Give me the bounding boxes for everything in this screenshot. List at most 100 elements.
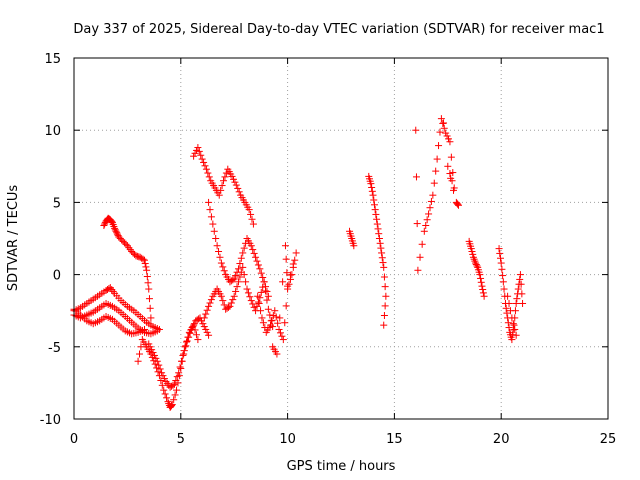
data-point <box>264 305 272 313</box>
data-point <box>229 175 237 183</box>
data-point <box>269 343 277 351</box>
data-point <box>418 240 426 248</box>
data-point <box>477 278 485 286</box>
data-point <box>186 329 194 337</box>
data-point <box>189 323 197 331</box>
axis-ticks: 0 5 10 15 20 25 -10 -5 0 5 10 15 <box>40 52 617 447</box>
data-point <box>505 299 513 307</box>
x-tick-label: 20 <box>493 432 510 447</box>
data-point <box>119 237 127 245</box>
data-point <box>235 188 243 196</box>
data-point <box>113 229 121 237</box>
data-point <box>111 226 119 234</box>
data-point <box>380 321 388 329</box>
data-point <box>512 299 520 307</box>
data-point <box>380 312 388 320</box>
data-point <box>218 182 226 190</box>
data-point <box>245 206 253 214</box>
data-point <box>217 292 225 300</box>
data-point <box>440 119 448 127</box>
data-points <box>70 115 527 411</box>
plot-frame <box>73 57 609 420</box>
data-point <box>139 255 147 263</box>
data-point <box>412 126 420 134</box>
data-point <box>231 178 239 186</box>
data-point <box>255 299 263 307</box>
data-point <box>429 191 437 199</box>
data-point <box>171 391 179 399</box>
data-point <box>427 197 435 205</box>
data-point <box>182 342 190 350</box>
data-point <box>258 314 266 322</box>
data-point <box>375 230 383 238</box>
data-point <box>246 293 254 301</box>
data-point <box>226 302 234 310</box>
data-point <box>472 259 480 267</box>
data-point <box>153 357 161 365</box>
data-point <box>449 169 457 177</box>
data-point <box>230 275 238 283</box>
data-point <box>350 242 358 250</box>
data-point <box>232 287 240 295</box>
data-point <box>112 227 120 235</box>
data-point <box>497 259 505 267</box>
data-point <box>259 283 267 291</box>
data-point <box>190 321 198 329</box>
data-point <box>220 301 228 309</box>
data-point <box>101 220 109 228</box>
data-point <box>279 336 287 344</box>
data-point <box>215 247 223 255</box>
data-point <box>268 316 276 324</box>
data-point <box>454 200 462 208</box>
data-point <box>239 263 247 271</box>
data-point <box>173 373 181 381</box>
data-point <box>272 313 280 321</box>
data-point <box>153 327 161 335</box>
y-tick-label: -5 <box>48 341 61 356</box>
data-point <box>281 319 289 327</box>
data-point <box>249 246 257 254</box>
data-point <box>413 220 421 228</box>
data-point <box>502 304 510 312</box>
data-point <box>199 320 207 328</box>
data-point <box>279 278 287 286</box>
data-point <box>203 328 211 336</box>
data-point <box>217 186 225 194</box>
data-point <box>244 289 252 297</box>
data-point <box>179 351 187 359</box>
data-point <box>378 249 386 257</box>
data-point <box>283 269 291 277</box>
data-point <box>513 295 521 303</box>
data-point <box>247 242 255 250</box>
x-tick-label: 15 <box>386 432 403 447</box>
data-point <box>146 343 154 351</box>
x-axis-label: GPS time / hours <box>287 459 396 474</box>
data-point <box>128 247 136 255</box>
data-point <box>367 180 375 188</box>
data-point <box>111 224 119 232</box>
data-point <box>260 278 268 286</box>
data-point <box>236 260 244 268</box>
data-point <box>254 261 262 269</box>
data-point <box>252 253 260 261</box>
data-point <box>180 347 188 355</box>
data-point <box>510 321 518 329</box>
data-point <box>248 215 256 223</box>
data-point <box>210 227 218 235</box>
data-point <box>509 320 517 328</box>
data-point <box>250 249 258 257</box>
data-point <box>477 274 485 282</box>
data-point <box>176 363 184 371</box>
data-point <box>504 292 512 300</box>
data-point <box>414 266 422 274</box>
data-point <box>276 314 284 322</box>
data-point <box>479 289 487 297</box>
data-point <box>156 365 164 373</box>
data-point <box>518 290 526 298</box>
data-point <box>469 250 477 258</box>
data-point <box>278 332 286 340</box>
data-point <box>442 129 450 137</box>
data-point <box>516 271 524 279</box>
data-point <box>376 239 384 247</box>
